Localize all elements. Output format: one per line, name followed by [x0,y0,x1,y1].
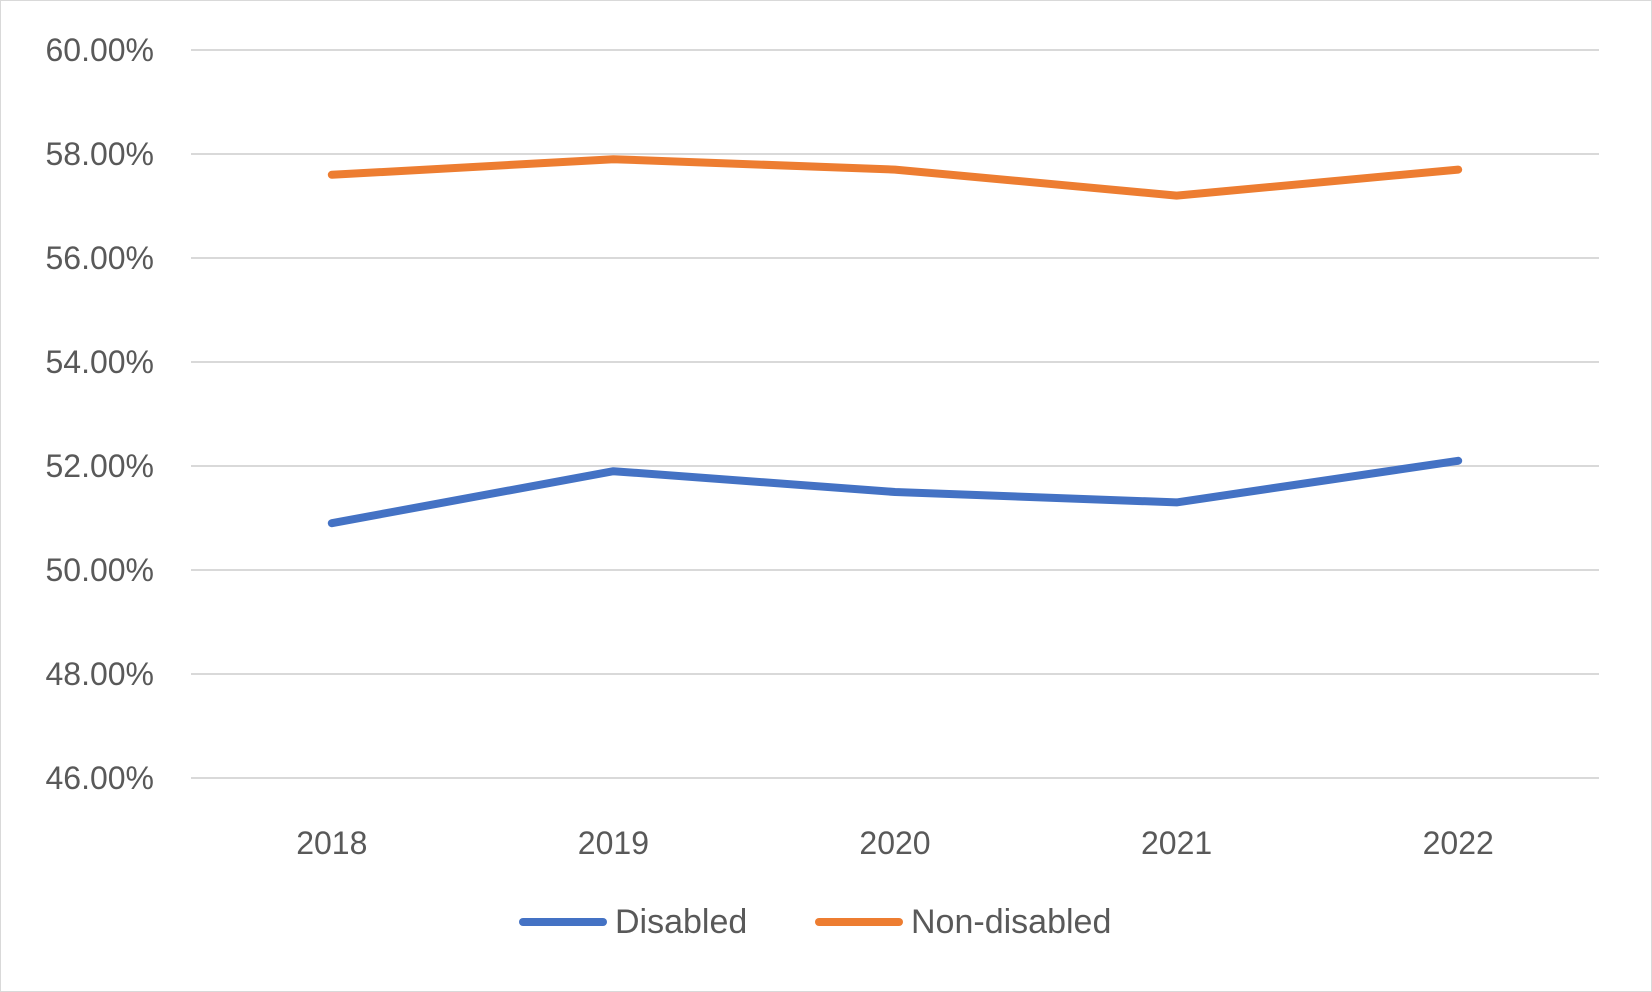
legend: Disabled Non-disabled [519,903,1111,941]
x-tick-label: 2020 [859,825,930,861]
legend-label: Non-disabled [911,903,1111,941]
y-tick-label: 52.00% [45,448,154,484]
x-tick-label: 2021 [1141,825,1212,861]
y-tick-label: 56.00% [45,240,154,276]
y-tick-label: 48.00% [45,656,154,692]
y-tick-label: 46.00% [45,760,154,796]
series-line-non-disabled [327,155,1463,200]
series-lines [327,155,1463,528]
x-tick-label: 2022 [1423,825,1494,861]
x-tick-label: 2018 [296,825,367,861]
x-tick-label: 2019 [578,825,649,861]
y-tick-label: 58.00% [45,136,154,172]
y-axis-tick-labels: 46.00% 48.00% 50.00% 52.00% 54.00% 56.00% 58.0… [45,32,154,796]
x-axis-tick-labels: 2018 2019 2020 2021 2022 [296,825,1494,861]
legend-label: Disabled [615,903,747,941]
y-tick-label: 60.00% [45,32,154,68]
gridlines [191,49,1599,779]
y-tick-label: 50.00% [45,552,154,588]
legend-item-disabled: Disabled [519,903,747,941]
legend-item-non-disabled: Non-disabled [815,903,1111,941]
y-tick-label: 54.00% [45,344,154,380]
